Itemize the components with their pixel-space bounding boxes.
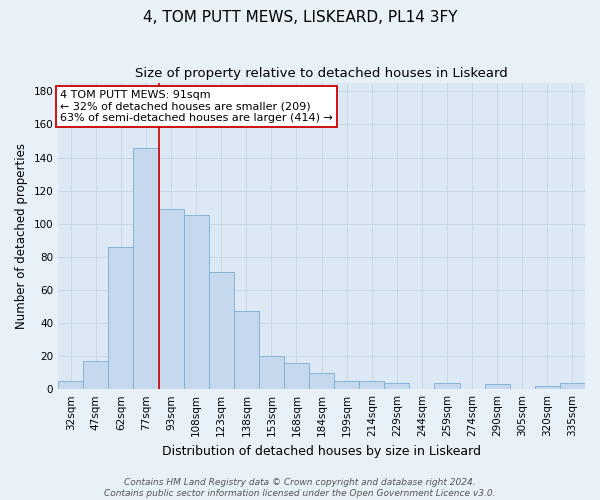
Bar (309, 372, 334, 389)
Text: 4, TOM PUTT MEWS, LISKEARD, PL14 3FY: 4, TOM PUTT MEWS, LISKEARD, PL14 3FY (143, 10, 457, 25)
Bar (359, 381, 385, 389)
X-axis label: Distribution of detached houses by size in Liskeard: Distribution of detached houses by size … (162, 444, 481, 458)
Y-axis label: Number of detached properties: Number of detached properties (15, 143, 28, 329)
Bar (234, 312, 259, 389)
Bar (58, 381, 83, 389)
Bar (434, 382, 460, 389)
Bar (334, 381, 359, 389)
Bar (83, 361, 109, 389)
Bar (535, 386, 560, 389)
Bar (560, 382, 585, 389)
Bar (284, 362, 309, 389)
Bar (485, 384, 510, 389)
Title: Size of property relative to detached houses in Liskeard: Size of property relative to detached ho… (135, 68, 508, 80)
Text: 4 TOM PUTT MEWS: 91sqm
← 32% of detached houses are smaller (209)
63% of semi-de: 4 TOM PUTT MEWS: 91sqm ← 32% of detached… (60, 90, 333, 123)
Bar (184, 216, 209, 389)
Bar (109, 247, 133, 389)
Bar (209, 272, 234, 389)
Bar (385, 382, 409, 389)
Text: Contains HM Land Registry data © Crown copyright and database right 2024.
Contai: Contains HM Land Registry data © Crown c… (104, 478, 496, 498)
Bar (133, 148, 158, 389)
Bar (158, 209, 184, 389)
Bar (259, 356, 284, 389)
